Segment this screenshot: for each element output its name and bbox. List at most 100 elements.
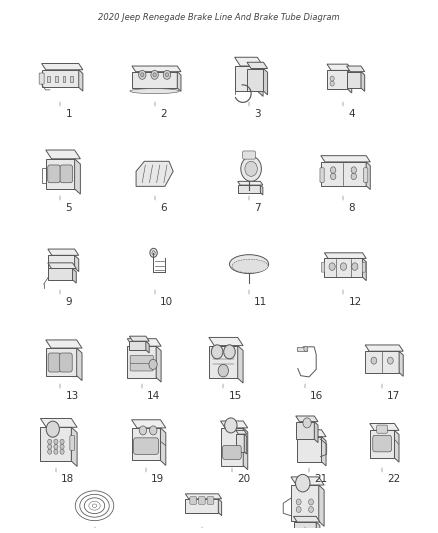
- Circle shape: [60, 439, 64, 444]
- Text: 19: 19: [151, 474, 164, 484]
- Circle shape: [245, 161, 257, 176]
- Circle shape: [54, 444, 58, 449]
- Polygon shape: [74, 255, 79, 272]
- Circle shape: [149, 359, 157, 369]
- Circle shape: [224, 345, 235, 359]
- Polygon shape: [136, 161, 173, 187]
- Polygon shape: [46, 150, 80, 159]
- Polygon shape: [296, 416, 318, 422]
- Text: 14: 14: [147, 391, 160, 401]
- Text: 15: 15: [229, 391, 242, 401]
- Text: 13: 13: [65, 391, 78, 401]
- Polygon shape: [395, 431, 399, 462]
- Polygon shape: [365, 345, 403, 351]
- Polygon shape: [370, 431, 395, 458]
- Circle shape: [60, 449, 64, 454]
- Polygon shape: [156, 346, 161, 382]
- FancyBboxPatch shape: [223, 446, 241, 459]
- Text: 22: 22: [387, 474, 400, 484]
- Polygon shape: [348, 70, 352, 93]
- FancyBboxPatch shape: [373, 435, 392, 452]
- Polygon shape: [370, 424, 399, 431]
- Polygon shape: [131, 420, 166, 428]
- Polygon shape: [55, 76, 58, 82]
- Circle shape: [141, 73, 144, 77]
- Polygon shape: [361, 71, 365, 91]
- Text: 12: 12: [349, 297, 362, 306]
- Polygon shape: [221, 428, 243, 465]
- Polygon shape: [209, 337, 243, 345]
- Text: 7: 7: [254, 203, 261, 213]
- FancyBboxPatch shape: [207, 497, 214, 504]
- FancyBboxPatch shape: [243, 151, 255, 159]
- Polygon shape: [42, 70, 79, 87]
- Polygon shape: [291, 485, 319, 521]
- Polygon shape: [296, 422, 314, 439]
- Polygon shape: [48, 263, 76, 269]
- Circle shape: [241, 156, 261, 181]
- Circle shape: [48, 439, 52, 444]
- Polygon shape: [247, 69, 264, 91]
- Polygon shape: [325, 259, 363, 277]
- Circle shape: [296, 499, 301, 505]
- Polygon shape: [291, 477, 324, 485]
- Text: 21: 21: [314, 474, 328, 484]
- Polygon shape: [243, 428, 248, 470]
- Polygon shape: [236, 431, 247, 434]
- Circle shape: [330, 81, 334, 86]
- Polygon shape: [244, 434, 247, 454]
- Ellipse shape: [130, 88, 179, 94]
- Polygon shape: [132, 66, 181, 71]
- FancyBboxPatch shape: [320, 168, 324, 182]
- FancyBboxPatch shape: [134, 438, 159, 454]
- Circle shape: [150, 248, 157, 257]
- Circle shape: [329, 263, 335, 270]
- Polygon shape: [365, 351, 399, 373]
- Polygon shape: [160, 428, 166, 465]
- FancyBboxPatch shape: [321, 262, 325, 272]
- Circle shape: [218, 365, 229, 377]
- Polygon shape: [77, 348, 82, 381]
- Polygon shape: [238, 185, 260, 192]
- Text: 4: 4: [349, 109, 355, 119]
- Polygon shape: [48, 255, 74, 268]
- FancyBboxPatch shape: [70, 435, 74, 450]
- Circle shape: [48, 449, 52, 454]
- Polygon shape: [327, 70, 348, 89]
- Circle shape: [163, 70, 171, 79]
- Circle shape: [46, 421, 60, 437]
- Polygon shape: [73, 269, 76, 283]
- Polygon shape: [260, 185, 263, 195]
- Circle shape: [371, 357, 377, 364]
- Ellipse shape: [232, 259, 268, 273]
- Text: 5: 5: [65, 203, 72, 213]
- FancyBboxPatch shape: [190, 497, 197, 504]
- Circle shape: [212, 345, 223, 359]
- Circle shape: [330, 76, 334, 81]
- Text: 1: 1: [65, 109, 72, 119]
- Polygon shape: [48, 249, 79, 255]
- Polygon shape: [132, 71, 177, 88]
- Text: 8: 8: [349, 203, 355, 213]
- Text: 2020 Jeep Renegade Brake Line And Brake Tube Diagram: 2020 Jeep Renegade Brake Line And Brake …: [98, 13, 340, 22]
- Polygon shape: [363, 259, 366, 281]
- Circle shape: [138, 70, 146, 79]
- Circle shape: [351, 173, 357, 180]
- FancyBboxPatch shape: [60, 165, 73, 183]
- Polygon shape: [297, 347, 307, 351]
- Polygon shape: [238, 181, 263, 185]
- FancyBboxPatch shape: [377, 425, 388, 433]
- Polygon shape: [321, 162, 366, 185]
- Circle shape: [48, 444, 52, 449]
- Polygon shape: [257, 66, 263, 96]
- Circle shape: [296, 506, 301, 513]
- Text: 2: 2: [160, 109, 166, 119]
- Text: 11: 11: [254, 297, 268, 306]
- Polygon shape: [63, 76, 65, 82]
- Polygon shape: [346, 71, 361, 88]
- Text: 16: 16: [310, 391, 323, 401]
- Circle shape: [54, 439, 58, 444]
- Polygon shape: [209, 345, 238, 378]
- Circle shape: [340, 263, 346, 270]
- FancyBboxPatch shape: [198, 497, 205, 504]
